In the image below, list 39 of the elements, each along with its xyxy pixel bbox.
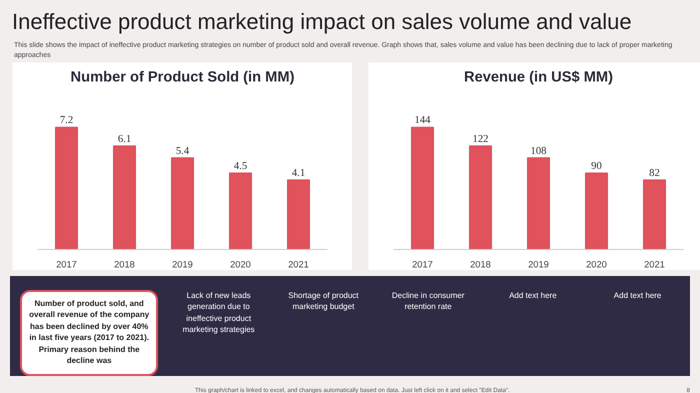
text: Decline in consumer retention rate: [390, 290, 466, 314]
data-label: 7.2: [60, 115, 74, 126]
x-tick-label: 2020: [586, 260, 607, 270]
bar: [642, 179, 666, 250]
x-tick-label: 2018: [114, 260, 135, 270]
data-label: 4.1: [292, 168, 306, 179]
bar: [54, 126, 78, 250]
x-tick-label: 2017: [56, 260, 77, 270]
x-tick-label: 2021: [644, 260, 665, 270]
bar: [526, 157, 550, 250]
text: Ineffective product marketing impact on sales volume and value: [11, 8, 633, 36]
bar: [170, 157, 194, 250]
chart-title: Number of Product Sold (in MM): [70, 70, 295, 86]
data-label: 144: [414, 115, 432, 126]
x-tick-label: 2017: [412, 260, 433, 270]
data-label: 6.1: [118, 134, 132, 145]
data-label: 5.4: [176, 146, 190, 157]
data-label: 122: [472, 134, 488, 145]
x-tick-label: 2019: [528, 260, 549, 270]
bar: [112, 145, 136, 250]
bar: [468, 145, 492, 250]
data-label: 82: [649, 168, 660, 179]
bar: [410, 126, 434, 250]
data-label: 4.5: [234, 161, 248, 172]
chart-title: Revenue (in US$ MM): [464, 70, 614, 86]
text: Shortage of product marketing budget: [287, 290, 360, 314]
x-tick-label: 2020: [230, 260, 251, 270]
x-tick-label: 2021: [288, 260, 309, 270]
data-label: 108: [530, 146, 546, 157]
text: Add text here: [612, 290, 662, 302]
text: Number of product sold, and overall revenue of the company has been declined by over 40% in last five years (2017 to 2021). Primary reason behind the decline was: [20, 290, 158, 376]
bar: [228, 172, 252, 250]
bar: [286, 179, 310, 250]
text: Lack of new leads generation due to ineffective product marketing strategies: [182, 290, 256, 336]
x-tick-label: 2019: [172, 260, 193, 270]
x-tick-label: 2018: [470, 260, 491, 270]
data-label: 90: [591, 161, 602, 172]
text: Add text here: [508, 290, 558, 302]
bar: [584, 172, 608, 250]
